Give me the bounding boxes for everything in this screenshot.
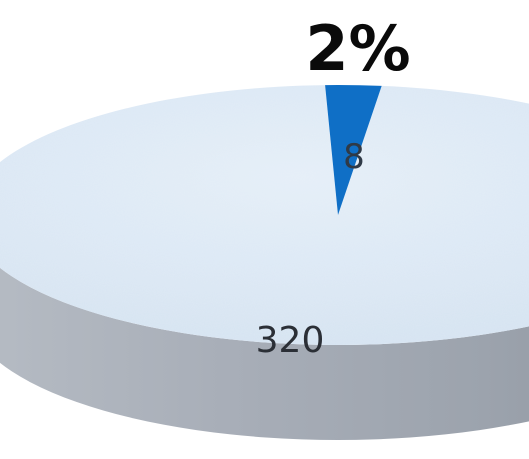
pie-side-wall [0, 267, 529, 440]
pie-slice-8 [325, 85, 382, 215]
pie-slice-320 [0, 85, 529, 346]
percent-annotation: 2% [305, 12, 410, 85]
data-label-8: 8 [343, 137, 365, 177]
data-label-320: 320 [256, 320, 325, 361]
